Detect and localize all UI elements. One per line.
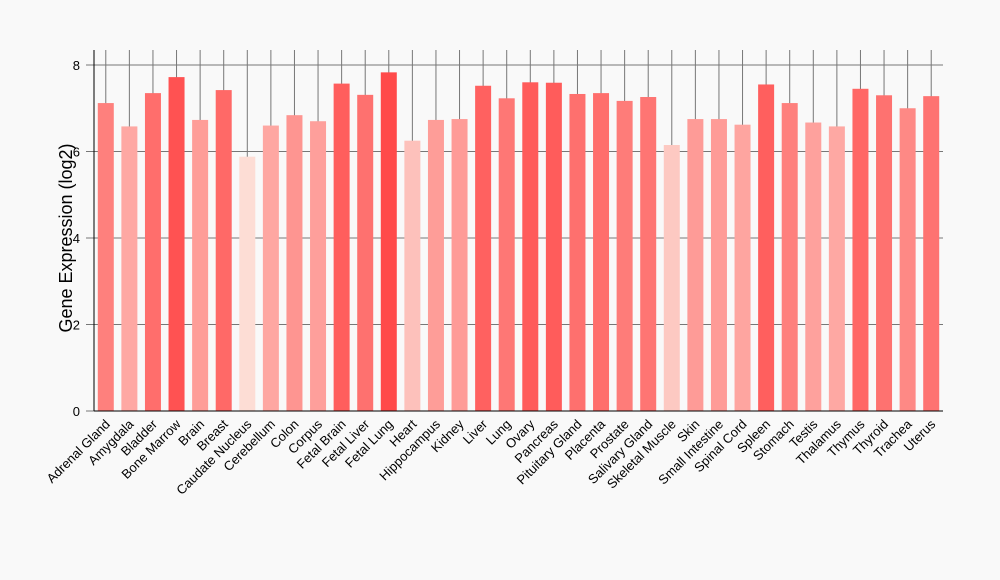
y-tick-labels: 0 2 4 6 8 (73, 58, 80, 419)
bar (380, 72, 397, 411)
bar (687, 119, 704, 411)
bar (498, 98, 515, 412)
bar-layer (97, 72, 940, 412)
bar (545, 82, 562, 412)
bar (734, 124, 751, 411)
bar (663, 145, 680, 411)
bar (239, 156, 256, 411)
bar (876, 95, 893, 412)
bar (262, 125, 279, 412)
bar (357, 94, 374, 411)
bar (333, 83, 350, 411)
bar (192, 119, 209, 412)
bar (710, 119, 727, 411)
bar (404, 140, 421, 411)
bar (121, 126, 138, 411)
y-tick-label: 2 (73, 318, 80, 333)
bar (640, 97, 657, 411)
bar (899, 108, 916, 411)
bar (475, 85, 492, 411)
bar (215, 90, 232, 412)
x-tick-label: Liver (460, 416, 491, 447)
bar (852, 88, 869, 411)
bar (97, 103, 114, 411)
bar (923, 96, 940, 411)
y-tick-label: 6 (73, 145, 80, 160)
bar (781, 103, 798, 411)
bar (593, 93, 610, 412)
y-tick-label: 4 (73, 231, 80, 246)
axis-layer (93, 50, 943, 412)
bar (310, 121, 327, 411)
bar (805, 122, 822, 412)
bar (522, 82, 539, 412)
bar (451, 119, 468, 411)
bar (144, 93, 161, 412)
bar (286, 115, 303, 412)
bar (168, 77, 185, 412)
bar (569, 93, 586, 411)
bar (758, 84, 775, 412)
y-tick-label: 0 (73, 404, 80, 419)
bar (616, 100, 633, 412)
bar (427, 119, 444, 412)
bar (828, 126, 845, 411)
y-axis-title: Gene Expression (log2) (56, 143, 76, 332)
y-tick-label: 8 (73, 58, 80, 73)
